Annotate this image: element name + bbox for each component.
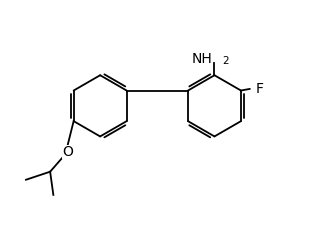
Text: F: F [255,82,264,96]
Text: O: O [62,145,73,159]
Text: 2: 2 [223,56,229,66]
Text: NH: NH [192,52,213,67]
